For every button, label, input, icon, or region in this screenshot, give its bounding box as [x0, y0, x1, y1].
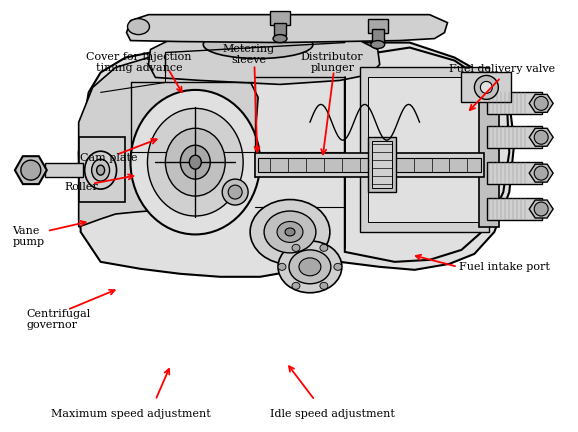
Ellipse shape [131, 90, 260, 235]
Text: Vane
pump: Vane pump [13, 226, 45, 248]
Ellipse shape [180, 145, 210, 179]
Ellipse shape [299, 258, 321, 276]
Ellipse shape [147, 108, 243, 216]
Ellipse shape [278, 264, 286, 270]
Ellipse shape [534, 202, 548, 216]
Ellipse shape [228, 185, 242, 199]
Polygon shape [529, 128, 553, 146]
Bar [487, 198, 542, 220]
Bar [487, 92, 542, 114]
Polygon shape [15, 156, 47, 184]
Bar [79, 137, 124, 202]
Ellipse shape [285, 228, 295, 236]
Ellipse shape [21, 160, 41, 180]
Text: Fuel delivery valve: Fuel delivery valve [449, 64, 555, 74]
Text: Metering
sleeve: Metering sleeve [223, 44, 275, 65]
Text: Roller: Roller [64, 182, 98, 192]
Bar [360, 67, 490, 232]
Ellipse shape [222, 179, 248, 205]
Text: Cover for injection
timing advance: Cover for injection timing advance [87, 51, 192, 73]
Bar [487, 126, 542, 148]
Ellipse shape [475, 76, 498, 99]
Polygon shape [127, 15, 447, 43]
Text: Idle speed adjustment: Idle speed adjustment [270, 409, 395, 419]
Polygon shape [529, 95, 553, 112]
Ellipse shape [128, 19, 150, 35]
Bar [368, 137, 396, 192]
Ellipse shape [165, 128, 225, 196]
Bar [258, 158, 481, 172]
Polygon shape [345, 48, 509, 262]
Ellipse shape [190, 155, 201, 169]
Ellipse shape [278, 241, 342, 293]
Polygon shape [79, 43, 514, 277]
Bar [368, 77, 481, 222]
Text: Maximum speed adjustment: Maximum speed adjustment [51, 409, 210, 419]
Polygon shape [149, 41, 380, 84]
Bar [372, 29, 384, 43]
Ellipse shape [250, 200, 330, 264]
Bar [461, 73, 512, 102]
Ellipse shape [289, 250, 331, 284]
Polygon shape [529, 200, 553, 218]
Ellipse shape [320, 245, 328, 251]
Polygon shape [79, 54, 258, 227]
Bar [45, 163, 83, 177]
Ellipse shape [534, 130, 548, 144]
Polygon shape [529, 164, 553, 182]
Text: Centrifugal
governor: Centrifugal governor [27, 308, 91, 330]
Bar [255, 153, 484, 177]
Ellipse shape [334, 264, 342, 270]
Ellipse shape [264, 211, 316, 253]
Ellipse shape [480, 82, 492, 93]
Ellipse shape [97, 165, 105, 175]
Ellipse shape [292, 283, 300, 289]
Text: Cam plate: Cam plate [80, 153, 138, 163]
Bar [479, 83, 499, 227]
Ellipse shape [203, 31, 313, 58]
Bar [368, 19, 388, 32]
Bar [372, 141, 392, 188]
Bar [487, 162, 542, 184]
Ellipse shape [534, 96, 548, 110]
Text: Fuel intake port: Fuel intake port [459, 262, 550, 272]
Ellipse shape [534, 166, 548, 180]
Ellipse shape [277, 222, 303, 242]
Bar [274, 22, 286, 35]
Text: Distributor
plunger: Distributor plunger [301, 51, 364, 73]
Ellipse shape [292, 245, 300, 251]
Ellipse shape [273, 35, 287, 43]
Bar [270, 11, 290, 25]
Ellipse shape [320, 283, 328, 289]
Ellipse shape [92, 159, 110, 181]
Ellipse shape [84, 151, 117, 189]
Ellipse shape [370, 41, 385, 48]
